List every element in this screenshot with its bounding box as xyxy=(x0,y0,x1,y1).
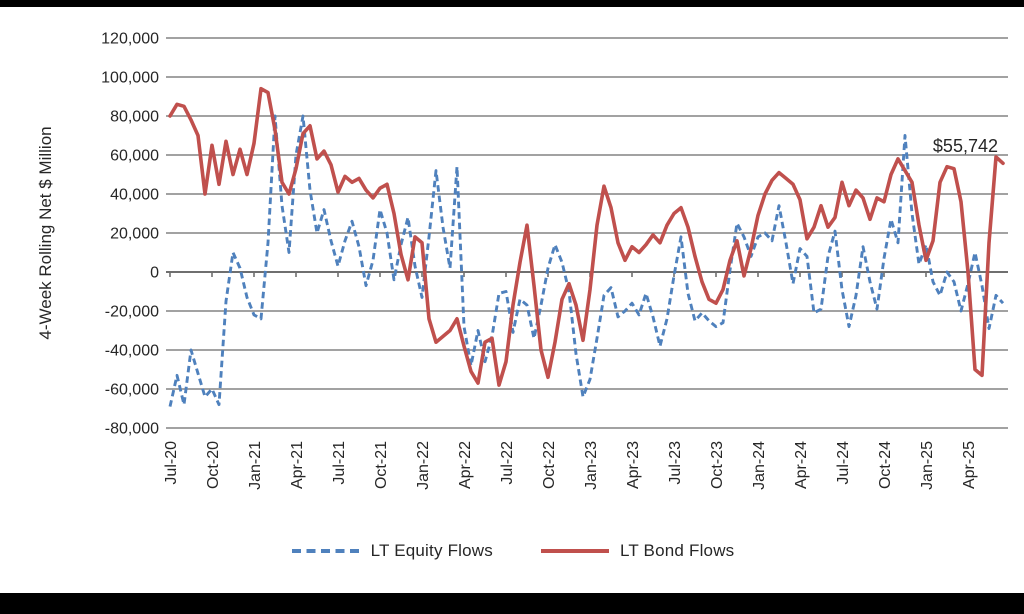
svg-text:Jul-21: Jul-21 xyxy=(331,441,348,485)
svg-text:120,000: 120,000 xyxy=(101,31,159,48)
svg-text:Apr-22: Apr-22 xyxy=(457,441,474,489)
svg-text:40,000: 40,000 xyxy=(110,187,159,204)
svg-text:Oct-22: Oct-22 xyxy=(541,441,558,489)
svg-text:80,000: 80,000 xyxy=(110,109,159,126)
svg-text:Apr-21: Apr-21 xyxy=(289,441,306,489)
svg-text:Jul-22: Jul-22 xyxy=(499,441,516,485)
svg-text:20,000: 20,000 xyxy=(110,226,159,243)
last-value-annotation: $55,742 xyxy=(933,136,998,156)
svg-text:Jul-23: Jul-23 xyxy=(667,441,684,485)
data-series-lines xyxy=(168,86,1005,407)
svg-text:Apr-24: Apr-24 xyxy=(793,441,810,489)
svg-text:100,000: 100,000 xyxy=(101,70,159,87)
svg-text:Jan-24: Jan-24 xyxy=(751,441,768,490)
y-axis-title: 4-Week Rolling Net $ Million xyxy=(36,126,55,339)
x-axis-tick-labels: Jul-20 Oct-20 Jan-21 Apr-21 Jul-21 Oct-21 Jan-… xyxy=(163,441,978,490)
letterbox-bottom-bar xyxy=(0,593,1024,614)
svg-text:Jan-23: Jan-23 xyxy=(583,441,600,490)
svg-text:Oct-23: Oct-23 xyxy=(709,441,726,489)
legend-item-equity: LT Equity Flows xyxy=(290,541,493,561)
svg-text:Jul-24: Jul-24 xyxy=(835,441,852,485)
bond-solid-line-swatch xyxy=(540,549,609,553)
letterbox-top-bar xyxy=(0,0,1024,7)
legend-label-equity: LT Equity Flows xyxy=(370,541,493,560)
equity-dashed-line-swatch xyxy=(291,549,360,553)
svg-text:Apr-25: Apr-25 xyxy=(961,441,978,489)
svg-text:-20,000: -20,000 xyxy=(105,304,159,321)
svg-text:60,000: 60,000 xyxy=(110,148,159,165)
svg-text:-80,000: -80,000 xyxy=(105,421,159,438)
legend-label-bond: LT Bond Flows xyxy=(619,541,735,560)
svg-text:-60,000: -60,000 xyxy=(105,382,159,399)
svg-text:Jan-21: Jan-21 xyxy=(247,441,264,490)
svg-text:Oct-20: Oct-20 xyxy=(205,441,222,489)
y-axis-tick-labels: 120,000 100,000 80,000 60,000 40,000 20,000 0 -… xyxy=(101,31,159,438)
legend-item-bond: LT Bond Flows xyxy=(539,541,734,561)
svg-text:Oct-21: Oct-21 xyxy=(373,441,390,489)
svg-text:0: 0 xyxy=(150,265,159,282)
gridlines xyxy=(166,37,1008,429)
svg-text:Apr-23: Apr-23 xyxy=(625,441,642,489)
svg-text:-40,000: -40,000 xyxy=(105,343,159,360)
svg-text:Jan-22: Jan-22 xyxy=(415,441,432,490)
svg-text:Oct-24: Oct-24 xyxy=(877,441,894,489)
legend: LT Equity Flows LT Bond Flows xyxy=(0,541,1024,561)
svg-text:Jul-20: Jul-20 xyxy=(163,441,180,485)
svg-text:Jan-25: Jan-25 xyxy=(919,441,936,490)
